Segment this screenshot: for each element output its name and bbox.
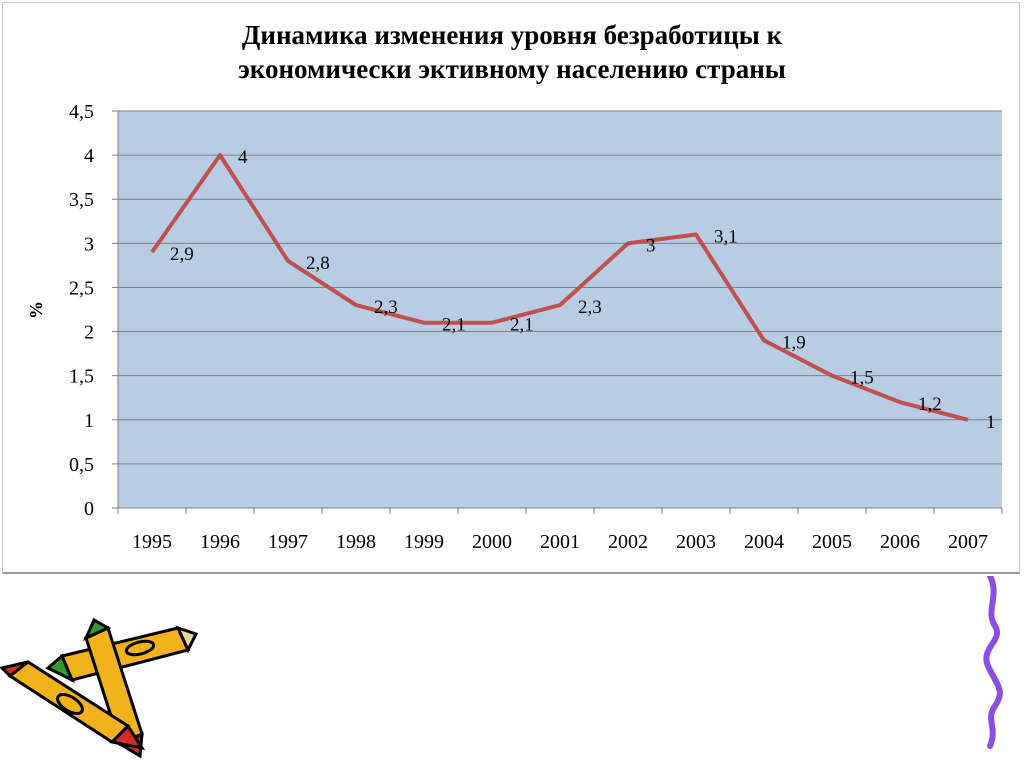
series-group bbox=[150, 153, 969, 422]
data-label: 2,1 bbox=[510, 315, 534, 336]
data-label: 1 bbox=[986, 412, 996, 433]
x-tick-label: 1996 bbox=[200, 531, 240, 553]
data-labels: 2,9 4 2,8 2,3 2,1 2,1 2,3 3 3,1 1,9 1,5 1,2 1 bbox=[170, 147, 996, 433]
chart-title-line-2: экономически эктивному населению страны bbox=[238, 54, 786, 84]
data-label: 3,1 bbox=[714, 227, 738, 248]
x-tick-label: 2004 bbox=[744, 531, 784, 553]
y-tick-label: 4 bbox=[84, 145, 94, 167]
x-tick-label: 2001 bbox=[540, 531, 580, 553]
x-tick-label: 2007 bbox=[948, 531, 988, 553]
x-tick-label: 2003 bbox=[676, 531, 716, 553]
x-tick-label: 1995 bbox=[132, 531, 172, 553]
data-label: 2,8 bbox=[306, 253, 330, 274]
data-label: 2,9 bbox=[170, 244, 194, 265]
squiggle-line-icon bbox=[983, 576, 1003, 749]
x-tick-label: 2000 bbox=[472, 531, 512, 553]
x-tick-label: 2006 bbox=[880, 531, 920, 553]
x-tick-label: 1997 bbox=[268, 531, 308, 553]
data-label: 2,1 bbox=[442, 315, 466, 336]
y-tick-label: 2 bbox=[84, 322, 94, 344]
data-label: 1,2 bbox=[918, 394, 942, 415]
data-label: 1,5 bbox=[850, 368, 874, 389]
data-label: 3 bbox=[646, 235, 656, 256]
y-tick-label: 4,5 bbox=[69, 101, 94, 123]
y-axis-label: % bbox=[26, 301, 46, 319]
y-tick-label: 0 bbox=[84, 498, 94, 520]
decoration bbox=[0, 576, 1003, 759]
y-tick-label: 0,5 bbox=[69, 454, 94, 476]
plot-area bbox=[118, 111, 1002, 508]
line-chart: 00,511,522,533,544,5 1995 1996 1997 1998 199… bbox=[26, 101, 1003, 553]
data-label: 2,3 bbox=[578, 297, 602, 318]
x-tick-label: 1999 bbox=[404, 531, 444, 553]
y-tick-label: 2,5 bbox=[69, 277, 94, 299]
data-label: 2,3 bbox=[374, 297, 398, 318]
y-axis-tick-labels: 0 0,5 1 1,5 2 2,5 3 3,5 4 4,5 bbox=[69, 101, 118, 520]
x-tick-label: 2002 bbox=[608, 531, 648, 553]
pencils-clipart-icon bbox=[0, 617, 199, 759]
data-label: 4 bbox=[238, 147, 248, 168]
x-tick-label: 1998 bbox=[336, 531, 376, 553]
x-axis-tick-labels: 1995 1996 1997 1998 1999 2000 2001 2002 2003 2004… bbox=[117, 508, 1003, 553]
y-tick-label: 1,5 bbox=[69, 366, 94, 388]
x-tick-label: 2005 bbox=[812, 531, 852, 553]
y-tick-label: 3,5 bbox=[69, 189, 94, 211]
grid-lines bbox=[117, 110, 1002, 509]
data-label: 1,9 bbox=[782, 332, 806, 353]
chart-title-line-1: Динамика изменения уровня безработицы к bbox=[241, 20, 783, 50]
y-tick-label: 3 bbox=[84, 233, 94, 255]
y-tick-label: 1 bbox=[84, 410, 94, 432]
chart-title: Динамика изменения уровня безработицы к … bbox=[0, 18, 1024, 86]
